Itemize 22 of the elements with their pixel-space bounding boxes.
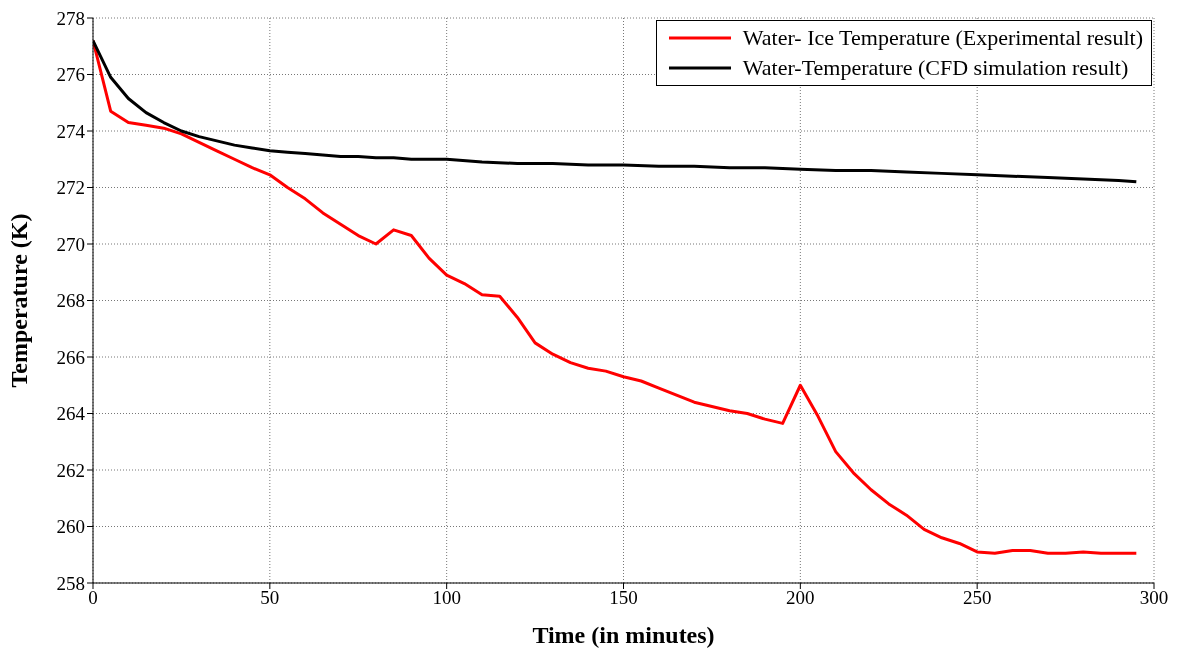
x-tick-label: 0	[88, 587, 98, 609]
x-tick-label: 200	[786, 587, 815, 609]
x-tick-label: 300	[1139, 587, 1169, 609]
x-axis-title: Time (in minutes)	[532, 622, 715, 648]
legend-label: Water-Temperature (CFD simulation result)	[742, 54, 1129, 82]
y-tick-label: 274	[56, 120, 86, 142]
y-axis-title: Temperature (K)	[5, 213, 32, 388]
x-tick-label: 250	[962, 587, 992, 609]
y-tick-label: 266	[56, 346, 85, 368]
y-tick-label: 262	[56, 459, 85, 481]
x-tick-label: 100	[432, 587, 461, 609]
legend-label: Water- Ice Temperature (Experimental result)	[742, 24, 1143, 52]
y-tick-label: 268	[56, 290, 85, 312]
y-tick-label: 276	[56, 64, 85, 86]
y-tick-label: 272	[56, 177, 85, 199]
y-tick-label: 270	[56, 233, 85, 255]
x-tick-label: 150	[609, 587, 638, 609]
y-tick-label: 260	[56, 516, 85, 538]
x-tick-label: 50	[260, 587, 280, 609]
y-tick-label: 264	[56, 403, 86, 425]
y-tick-label: 278	[56, 7, 85, 29]
y-tick-label: 258	[56, 572, 85, 594]
